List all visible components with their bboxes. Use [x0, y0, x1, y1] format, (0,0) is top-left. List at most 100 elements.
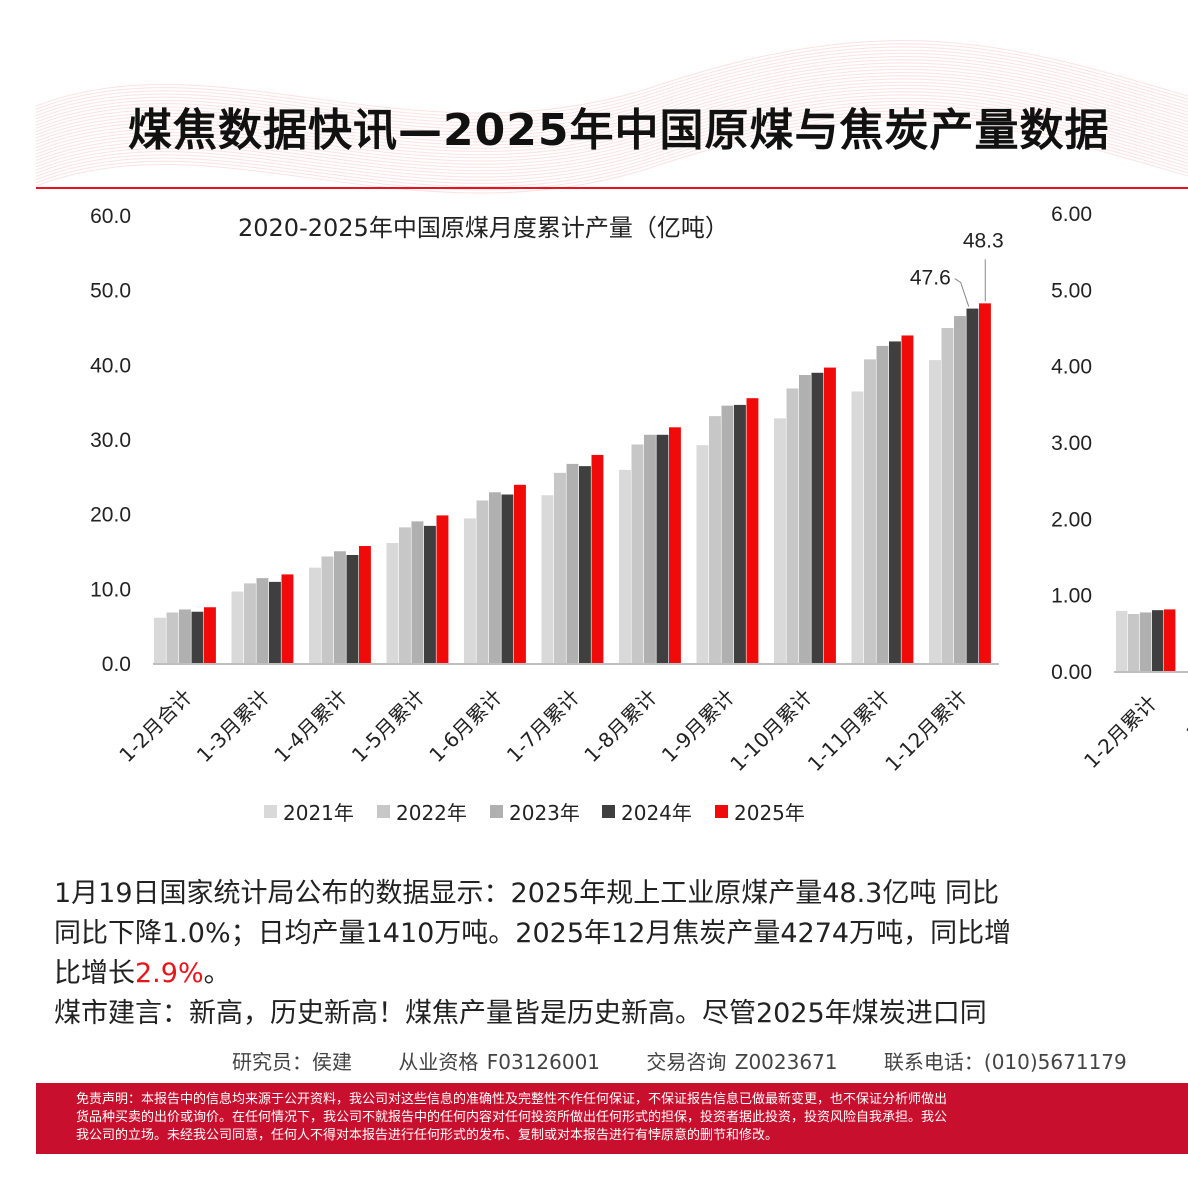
bar: [554, 472, 566, 664]
bar: [656, 434, 669, 664]
bar: [489, 492, 501, 664]
summary-line-2: 同比下降1.0%；日均产量1410万吨。2025年12月焦炭产量4274万吨，同…: [54, 918, 1012, 949]
wave-line: [36, 46, 1188, 120]
bar: [864, 359, 876, 664]
x-tick-label: 1-11月累计: [803, 685, 894, 776]
decorative-wave-lines: [36, 40, 1188, 194]
bar: [269, 581, 281, 664]
bar: [619, 469, 631, 664]
y-tick-label: 20.0: [90, 504, 131, 527]
bar: [734, 404, 746, 664]
bar: [851, 391, 864, 664]
x-tick-label: 1-2月累计: [1079, 691, 1161, 773]
wave-line: [36, 88, 1188, 162]
bar: [746, 398, 759, 664]
bar: [464, 518, 476, 664]
researcher-phone: 联系电话：(010)5671179: [883, 1050, 1127, 1074]
x-tick-label: 1-4月累计: [269, 685, 351, 767]
y-tick-label: 1.00: [1051, 585, 1092, 608]
bar: [966, 308, 979, 664]
chart-coal-cumulative-production: 2020-2025年中国原煤月度累计产量（亿吨） 0.0 10.0 20.0 30.0…: [90, 205, 1004, 776]
summary-line-3-suffix: 。: [203, 958, 231, 989]
wave-line: [36, 78, 1188, 152]
data-label-2024: 47.6: [910, 267, 951, 290]
bar: [309, 567, 321, 664]
bar: [644, 434, 656, 664]
x-tick-label: 1-9月累计: [657, 685, 739, 767]
bar: [774, 418, 786, 664]
bar: [321, 556, 334, 664]
wave-line: [36, 52, 1188, 127]
wave-line: [36, 65, 1188, 140]
bar: [541, 495, 554, 664]
growth-rate-highlight: 2.9%: [135, 958, 204, 989]
wave-line: [36, 43, 1188, 117]
bar: [941, 328, 954, 664]
bar: [191, 611, 204, 664]
wave-line: [36, 81, 1188, 156]
bar: [436, 515, 449, 664]
summary-line-3-prefix: 比增长: [54, 958, 135, 989]
researcher-info: 研究员：侯建 从业资格 F03126001 交易咨询 Z0023671 联系电话…: [232, 1046, 1188, 1075]
y-tick-label: 6.00: [1051, 203, 1092, 226]
researcher-qualification: 从业资格 F03126001: [398, 1050, 601, 1074]
wave-line: [36, 110, 1188, 184]
bar: [591, 454, 604, 664]
x-tick-label: 1-10月累计: [725, 685, 816, 776]
bar: [166, 612, 179, 664]
wave-line: [36, 72, 1188, 146]
bar: [1128, 613, 1140, 672]
wave-line: [36, 116, 1188, 191]
bar: [501, 494, 514, 664]
y-tick-label: 30.0: [90, 429, 131, 452]
bar: [786, 388, 799, 664]
bar: [1164, 609, 1176, 672]
y-tick-label: 4.00: [1051, 356, 1092, 379]
legend-swatch: [490, 805, 503, 818]
data-labels: 47.6 48.3: [910, 229, 1004, 307]
researcher-consult-id: 交易咨询 Z0023671: [646, 1050, 838, 1074]
bar: [231, 591, 244, 664]
wave-line: [36, 100, 1188, 175]
wave-line: [36, 56, 1188, 130]
y-tick-label: 40.0: [90, 354, 131, 377]
bar: [696, 445, 709, 664]
bar: [514, 484, 526, 664]
wave-line: [36, 68, 1188, 143]
disclaimer-line-3: 我公司的立场。未经我公司同意，任何人不得对本报告进行任何形式的发布、复制或对本报…: [76, 1128, 779, 1143]
bar: [566, 463, 579, 664]
y-tick-label: 5.00: [1051, 279, 1092, 302]
wave-line: [36, 97, 1188, 172]
bar: [204, 607, 216, 664]
wave-line: [36, 84, 1188, 159]
x-axis-labels: 1-2月合计1-3月累计1-4月累计1-5月累计1-6月累计1-7月累计1-8月…: [114, 685, 971, 776]
header-decoration: [36, 40, 1188, 194]
x-tick-label: 1-5月累计: [347, 685, 429, 767]
leader-line: [954, 278, 970, 307]
y-tick-label: 10.0: [90, 578, 131, 601]
data-label-2025: 48.3: [963, 229, 1004, 252]
chart-title: 2020-2025年中国原煤月度累计产量（亿吨）: [238, 214, 729, 242]
bar: [979, 303, 991, 664]
bar: [1152, 610, 1164, 672]
bar: [1140, 612, 1152, 672]
y-tick-label: 2.00: [1051, 508, 1092, 531]
bars-group: [154, 303, 991, 664]
y-tick-label: 50.0: [90, 280, 131, 303]
y-tick-label: 0.0: [102, 653, 131, 676]
bar: [411, 521, 424, 664]
wave-line: [36, 75, 1188, 149]
x-axis-labels-right-chart: 1-2月累计 1-3月: [1079, 691, 1188, 773]
bar: [386, 543, 399, 664]
legend-label: 2025年: [734, 801, 805, 825]
y-axis-right-chart: 0.00 1.00 2.00 3.00 4.00 5.00 6.00: [1051, 203, 1092, 684]
x-tick-label: 1-8月累计: [579, 685, 661, 767]
wave-line: [36, 40, 1188, 114]
legend: 2021年 2022年 2023年 2024年 2025年: [264, 801, 805, 825]
disclaimer-line-2: 货品种买卖的出价或询价。在任何情况下，我公司不就报告中的任何内容对任何投资所做出…: [76, 1110, 948, 1125]
bar: [811, 372, 824, 664]
researcher-name: 研究员：侯建: [232, 1050, 352, 1074]
disclaimer-line-1: 免责声明：本报告中的信息均来源于公开资料，我公司对这些信息的准确性及完整性不作任…: [76, 1092, 948, 1107]
y-tick-label: 3.00: [1051, 432, 1092, 455]
bar: [154, 617, 166, 664]
